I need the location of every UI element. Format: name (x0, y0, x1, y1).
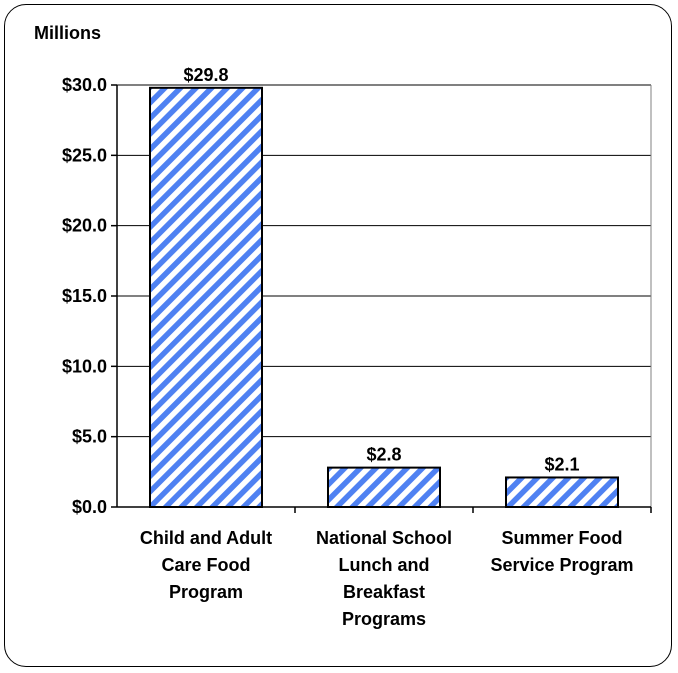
y-tick-label: $0.0 (72, 497, 107, 517)
category-labels: Child and Adult Care Food Program National … (140, 528, 634, 629)
y-tick-label: $10.0 (62, 356, 107, 376)
y-axis-ticks: $0.0 $5.0 $10.0 $15.0 $20.0 $25.0 $30.0 (62, 75, 117, 517)
data-label: $2.1 (544, 454, 579, 474)
category-label: Child and Adult Care Food Program (140, 528, 272, 602)
y-tick-label: $5.0 (72, 427, 107, 447)
y-tick-label: $20.0 (62, 216, 107, 236)
axes (116, 85, 652, 513)
bar (327, 466, 441, 509)
category-label: National School Lunch and Breakfast Program… (316, 528, 452, 629)
data-label: $29.8 (183, 65, 228, 85)
y-tick-label: $30.0 (62, 75, 107, 95)
unit-label: Millions (34, 23, 101, 43)
bar (149, 86, 263, 509)
bar (505, 476, 619, 508)
data-labels: $29.8 $2.8 $2.1 (183, 65, 579, 475)
category-label: Summer Food Service Program (490, 528, 633, 575)
y-tick-label: $15.0 (62, 286, 107, 306)
data-label: $2.8 (366, 445, 401, 465)
bars (149, 86, 619, 509)
y-tick-label: $25.0 (62, 145, 107, 165)
chart-frame (4, 4, 672, 667)
